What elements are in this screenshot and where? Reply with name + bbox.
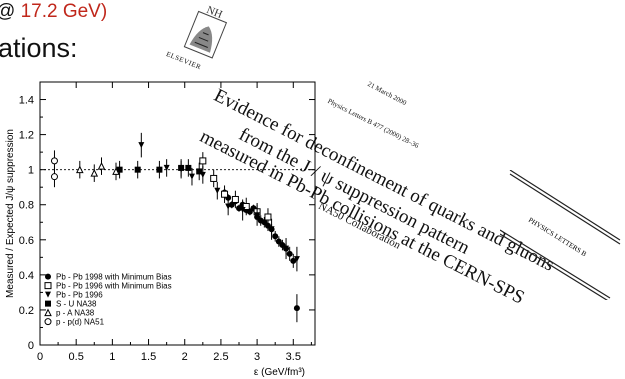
x-tick-label: 1.5 (141, 351, 156, 363)
legend-label: Pb - Pb 1996 with Minimum Bias (56, 282, 172, 291)
x-tick-label: 2.5 (213, 351, 228, 363)
y-tick-label: 1 (28, 165, 34, 177)
marker-open-square (199, 157, 207, 165)
y-tick-label: 0.6 (19, 235, 34, 247)
marker-triangle-up (112, 167, 120, 175)
jpsi-suppression-chart: 0 0.5 1 1.5 2 2.5 3 3.5 0 0.2 0.4 0.6 0.8 1 1.2 1.4 ε (G… (5, 81, 316, 378)
marker-open-circle (44, 318, 52, 326)
marker-triangle-down (268, 226, 275, 233)
journal-rule-top-2 (509, 173, 621, 245)
marker-filled-circle (272, 233, 279, 240)
legend-label: p - A NA38 (56, 309, 95, 318)
marks-layer (50, 132, 300, 323)
marker-triangle-down (239, 206, 246, 213)
marker-open-square (221, 190, 229, 198)
marker-filled-circle (293, 305, 300, 312)
marker-triangle-down (293, 256, 300, 263)
y-tick-label: 1.2 (19, 130, 34, 142)
journal-rule-top (509, 170, 621, 241)
y-tick-label: 1.4 (19, 95, 34, 107)
x-tick-label: 0 (37, 351, 43, 363)
marker-open-square (210, 174, 218, 182)
marker-filled-circle (290, 257, 297, 264)
logo-initials: NH (205, 4, 224, 21)
x-tick-label: 3.5 (286, 351, 301, 363)
marker-triangle-up (44, 308, 52, 317)
marker-open-square (44, 282, 52, 290)
marker-open-circle (50, 173, 58, 181)
y-tick-label: 0 (28, 340, 34, 352)
plot-frame (39, 81, 316, 346)
marker-filled-square (156, 166, 163, 173)
journal-banner: PHYSICS LETTERS B (500, 170, 621, 300)
y-tick-label: 0.8 (19, 200, 34, 212)
legend-label: S - U NA38 (56, 300, 97, 309)
journal-rule-bottom (500, 229, 611, 299)
marker-triangle-down (138, 142, 145, 149)
marker-filled-square (185, 164, 192, 171)
marker-triangle-down (214, 187, 221, 194)
journal-rule-bottom-2 (500, 233, 608, 300)
slide-title-prefix: @ (0, 1, 21, 22)
marker-filled-square (196, 168, 203, 175)
legend-label: p - p(d) NA51 (56, 318, 105, 327)
marker-triangle-down (163, 164, 170, 171)
y-tick-label: 0.4 (19, 270, 34, 282)
slide-title-energy: 17.2 GeV) (20, 1, 108, 22)
marker-triangle-up (75, 165, 84, 174)
x-tick-label: 0.5 (69, 351, 84, 363)
marker-filled-square (178, 164, 185, 171)
y-tick-label: 0.2 (19, 305, 34, 317)
marker-filled-square (134, 166, 141, 173)
marker-open-square (264, 213, 272, 221)
marker-open-square (242, 202, 250, 210)
axes-layer: 0 0.5 1 1.5 2 2.5 3 3.5 0 0.2 0.4 0.6 0.8 1 1.2 1.4 ε (G… (5, 81, 316, 378)
marker-triangle-down (225, 203, 232, 210)
paper-citation: Physics Letters B 477 (2000) 28–36 (326, 97, 420, 150)
marker-filled-square (116, 166, 123, 173)
x-tick-label: 2 (182, 351, 188, 363)
x-tick-label: 1 (109, 351, 115, 363)
y-axis-label: Measured / Expected J/ψ suppression (5, 129, 16, 298)
legend-label: Pb - Pb 1998 with Minimum Bias (56, 273, 172, 282)
slide-subtitle: ations: (0, 33, 78, 63)
slide-title: @ 17.2 GeV) (0, 1, 107, 23)
marker-triangle-down (188, 173, 195, 180)
elsevier-logo: NH (183, 4, 228, 59)
paper-date: 21 March 2000 (366, 80, 408, 108)
marker-open-circle (50, 157, 58, 165)
x-axis-label: ε (GeV/fm³) (254, 367, 305, 378)
marker-filled-circle (286, 250, 293, 257)
marker-filled-circle (45, 273, 51, 280)
legend-label: Pb - Pb 1996 (56, 291, 103, 300)
x-tick-label: 3 (254, 351, 260, 363)
marker-triangle-down (254, 212, 261, 219)
marker-triangle-down (45, 291, 51, 298)
marker-triangle-up (97, 162, 106, 170)
marker-filled-square (45, 300, 51, 307)
marker-triangle-up (90, 169, 99, 177)
marker-triangle-down (283, 245, 290, 252)
marker-open-square (231, 195, 239, 203)
